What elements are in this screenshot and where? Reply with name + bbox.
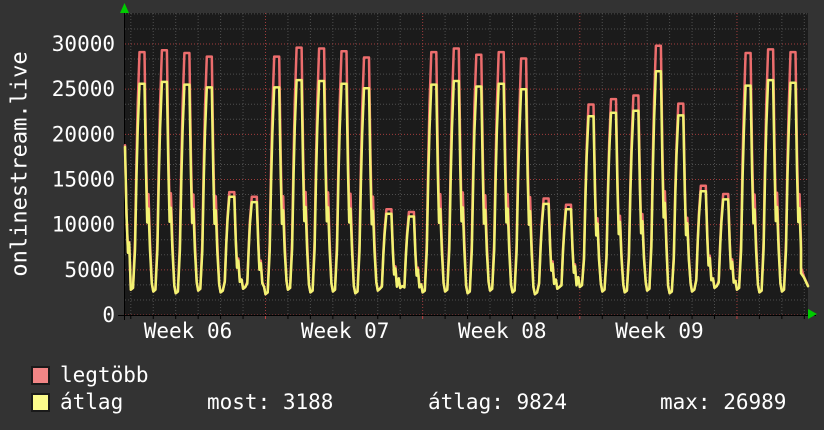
stat-max: max: 26989	[660, 390, 787, 414]
y-tick-label: 15000	[52, 168, 115, 192]
y-tick-label: 25000	[52, 77, 115, 101]
stat-most: most: 3188	[207, 390, 334, 414]
x-tick-label: Week 09	[615, 319, 704, 343]
legend-swatch-legtobb	[31, 366, 50, 385]
x-axis-arrow-icon	[808, 309, 817, 319]
x-tick-label: Week 07	[301, 319, 390, 343]
legend-swatch-atlag	[31, 393, 50, 412]
y-tick-label: 30000	[52, 32, 115, 56]
y-tick-label: 10000	[52, 213, 115, 237]
y-tick-label: 5000	[64, 258, 115, 282]
chart-plot-area: 30000 25000 20000 15000 10000 5000 0 Week 06 Wee…	[52, 3, 817, 343]
legend-label-atlag: átlag	[60, 390, 124, 414]
x-tick-label: Week 08	[458, 319, 547, 343]
stat-atlag: átlag: 9824	[428, 390, 568, 414]
y-axis-arrow-icon	[120, 3, 129, 13]
legend-label-legtobb: legtöbb	[60, 363, 149, 387]
y-tick-label: 0	[102, 303, 115, 327]
series-atlag-line	[123, 69, 810, 296]
x-tick-label: Week 06	[144, 319, 233, 343]
y-tick-label: 20000	[52, 122, 115, 146]
